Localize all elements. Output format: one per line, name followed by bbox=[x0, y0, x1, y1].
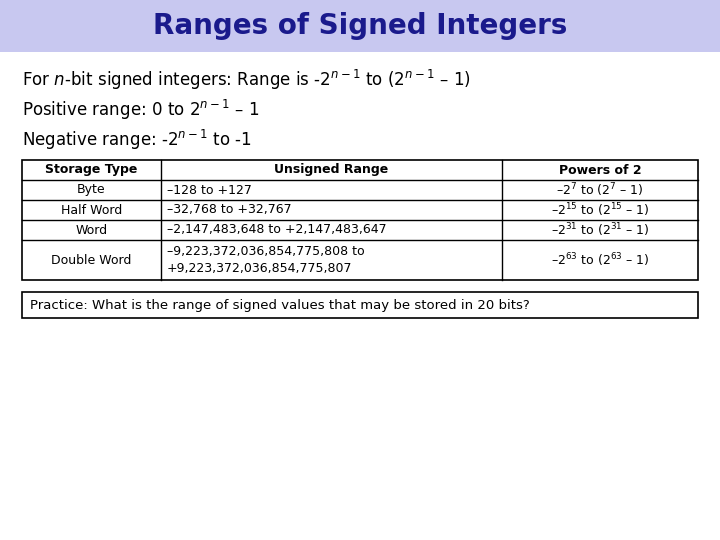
Text: –2$^{15}$ to (2$^{15}$ – 1): –2$^{15}$ to (2$^{15}$ – 1) bbox=[551, 201, 649, 219]
Bar bbox=[0, 0, 720, 52]
Text: Half Word: Half Word bbox=[60, 204, 122, 217]
Text: Powers of 2: Powers of 2 bbox=[559, 164, 642, 177]
Text: Double Word: Double Word bbox=[51, 253, 132, 267]
Text: –2,147,483,648 to +2,147,483,647: –2,147,483,648 to +2,147,483,647 bbox=[166, 224, 386, 237]
Text: –2$^{7}$ to (2$^{7}$ – 1): –2$^{7}$ to (2$^{7}$ – 1) bbox=[556, 181, 644, 199]
Text: Ranges of Signed Integers: Ranges of Signed Integers bbox=[153, 12, 567, 40]
Text: Negative range: -2$^{n−1}$ to -1: Negative range: -2$^{n−1}$ to -1 bbox=[22, 128, 252, 152]
Text: Practice: What is the range of signed values that may be stored in 20 bits?: Practice: What is the range of signed va… bbox=[30, 299, 530, 312]
Text: –2$^{31}$ to (2$^{31}$ – 1): –2$^{31}$ to (2$^{31}$ – 1) bbox=[551, 221, 649, 239]
Text: Storage Type: Storage Type bbox=[45, 164, 138, 177]
Text: –32,768 to +32,767: –32,768 to +32,767 bbox=[166, 204, 291, 217]
Text: For $\mathit{n}$-bit signed integers: Range is -2$^{n−1}$ to (2$^{n−1}$ – 1): For $\mathit{n}$-bit signed integers: Ra… bbox=[22, 68, 471, 92]
Text: Byte: Byte bbox=[77, 184, 106, 197]
Text: +9,223,372,036,854,775,807: +9,223,372,036,854,775,807 bbox=[166, 262, 352, 275]
Bar bbox=[22, 292, 698, 318]
Text: –128 to +127: –128 to +127 bbox=[166, 184, 251, 197]
Text: –9,223,372,036,854,775,808 to: –9,223,372,036,854,775,808 to bbox=[166, 245, 364, 258]
Text: Unsigned Range: Unsigned Range bbox=[274, 164, 388, 177]
Text: Positive range: 0 to 2$^{n−1}$ – 1: Positive range: 0 to 2$^{n−1}$ – 1 bbox=[22, 98, 259, 122]
Text: Word: Word bbox=[75, 224, 107, 237]
Bar bbox=[22, 160, 698, 280]
Text: –2$^{63}$ to (2$^{63}$ – 1): –2$^{63}$ to (2$^{63}$ – 1) bbox=[551, 251, 649, 269]
